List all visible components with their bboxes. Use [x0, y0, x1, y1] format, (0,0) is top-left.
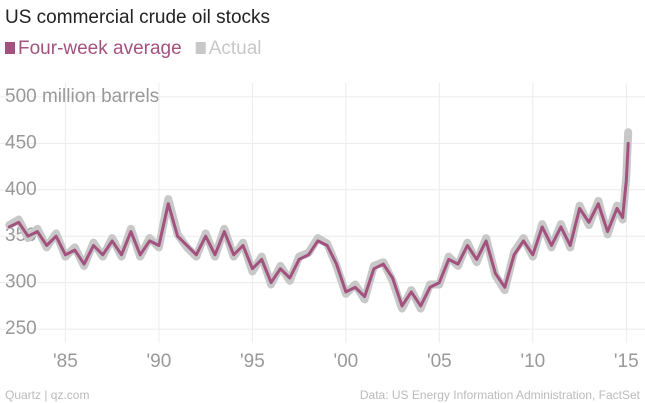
y-tick-label: 450	[5, 132, 37, 153]
x-tick-label: '95	[240, 351, 265, 372]
y-tick-label: 400	[5, 179, 37, 200]
credit: Quartz | qz.com	[5, 388, 89, 402]
series-line	[7, 141, 630, 308]
chart-title: US commercial crude oil stocks	[5, 7, 270, 28]
x-tick-label: '85	[53, 351, 78, 372]
source: Data: US Energy Information Administrati…	[360, 388, 641, 402]
x-tick-label: '90	[147, 351, 172, 372]
y-tick-label: 300	[5, 272, 37, 293]
x-tick-label: '00	[333, 351, 358, 372]
y-tick-label: 250	[5, 318, 37, 339]
series-line	[5, 128, 633, 313]
legend-swatch	[195, 42, 206, 54]
x-tick-label: '15	[614, 351, 639, 372]
legend-label: Actual	[209, 38, 262, 59]
legend-swatch	[5, 42, 15, 54]
x-tick-label: '05	[427, 351, 452, 372]
legend-label: Four-week average	[18, 38, 182, 59]
y-tick-label: 500 million barrels	[5, 86, 159, 107]
x-tick-label: '10	[520, 351, 545, 372]
